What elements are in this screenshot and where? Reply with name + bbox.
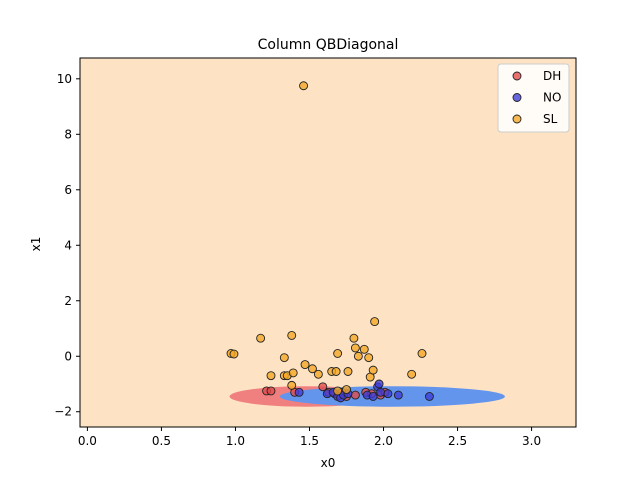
point-no [368,392,378,401]
point-sl [288,368,298,378]
point-sl [299,81,309,91]
x-axis-label: x0 [321,456,336,470]
point-sl [350,343,360,353]
x-tick-label: 1.5 [300,434,319,448]
point-sl [333,386,343,396]
point-dh [318,382,328,392]
data-points [226,81,434,403]
point-no [374,379,384,389]
y-tick-label: 8 [64,127,72,141]
y-axis: −2 0 2 4 6 8 10 [54,72,80,419]
point-sl [349,333,359,343]
y-tick-label: 10 [57,72,72,86]
point-no [393,390,403,400]
y-tick-label: 4 [64,238,72,252]
point-sl [287,380,297,390]
plot-frame [79,57,577,428]
point-sl [353,351,363,361]
point-sl [343,367,353,376]
x-tick-label: 2.0 [374,434,393,448]
point-sl [364,353,374,363]
x-tick-label: 1.0 [226,434,245,448]
y-tick-label: 2 [64,294,72,308]
legend-marker-no [512,93,522,102]
point-no [383,389,393,399]
x-tick-label: 0.0 [78,434,97,448]
region-background-sl [80,58,576,427]
x-tick-label: 3.0 [522,434,541,448]
y-tick-label: 0 [64,349,72,363]
plot-area [79,57,577,428]
y-tick-label: −2 [54,405,72,419]
x-tick-label: 2.5 [448,434,467,448]
y-axis-label: x1 [29,237,43,252]
region-no [279,386,505,407]
point-sl [313,369,323,379]
point-sl [266,371,276,381]
point-dh [350,390,360,400]
legend-label-no: NO [543,91,561,105]
y-tick-label: 6 [64,183,72,197]
point-no [424,392,434,401]
point-sl [256,333,266,343]
point-sl [370,317,380,327]
point-sl [407,369,417,379]
point-no [376,387,386,397]
legend-label-sl: SL [543,112,558,126]
point-sl [342,385,351,394]
legend-marker-dh [512,71,522,81]
x-tick-label: 0.5 [152,434,171,448]
legend-label-dh: DH [543,69,561,83]
point-sl [331,367,341,376]
point-sl [279,353,289,363]
point-sl [359,344,369,354]
point-sl [417,349,427,358]
point-sl [308,364,317,374]
x-axis: 0.0 0.5 1.0 1.5 2.0 2.5 3.0 [78,427,541,448]
point-sl [368,365,378,375]
legend-marker-sl [512,114,522,124]
point-sl [229,349,239,359]
point-sl [300,360,310,370]
point-sl [287,330,297,340]
legend: DH NO SL [497,63,570,133]
point-no [294,387,304,397]
point-dh [266,386,276,396]
chart-title: Column QBDiagonal [258,37,399,53]
point-sl [333,349,343,358]
